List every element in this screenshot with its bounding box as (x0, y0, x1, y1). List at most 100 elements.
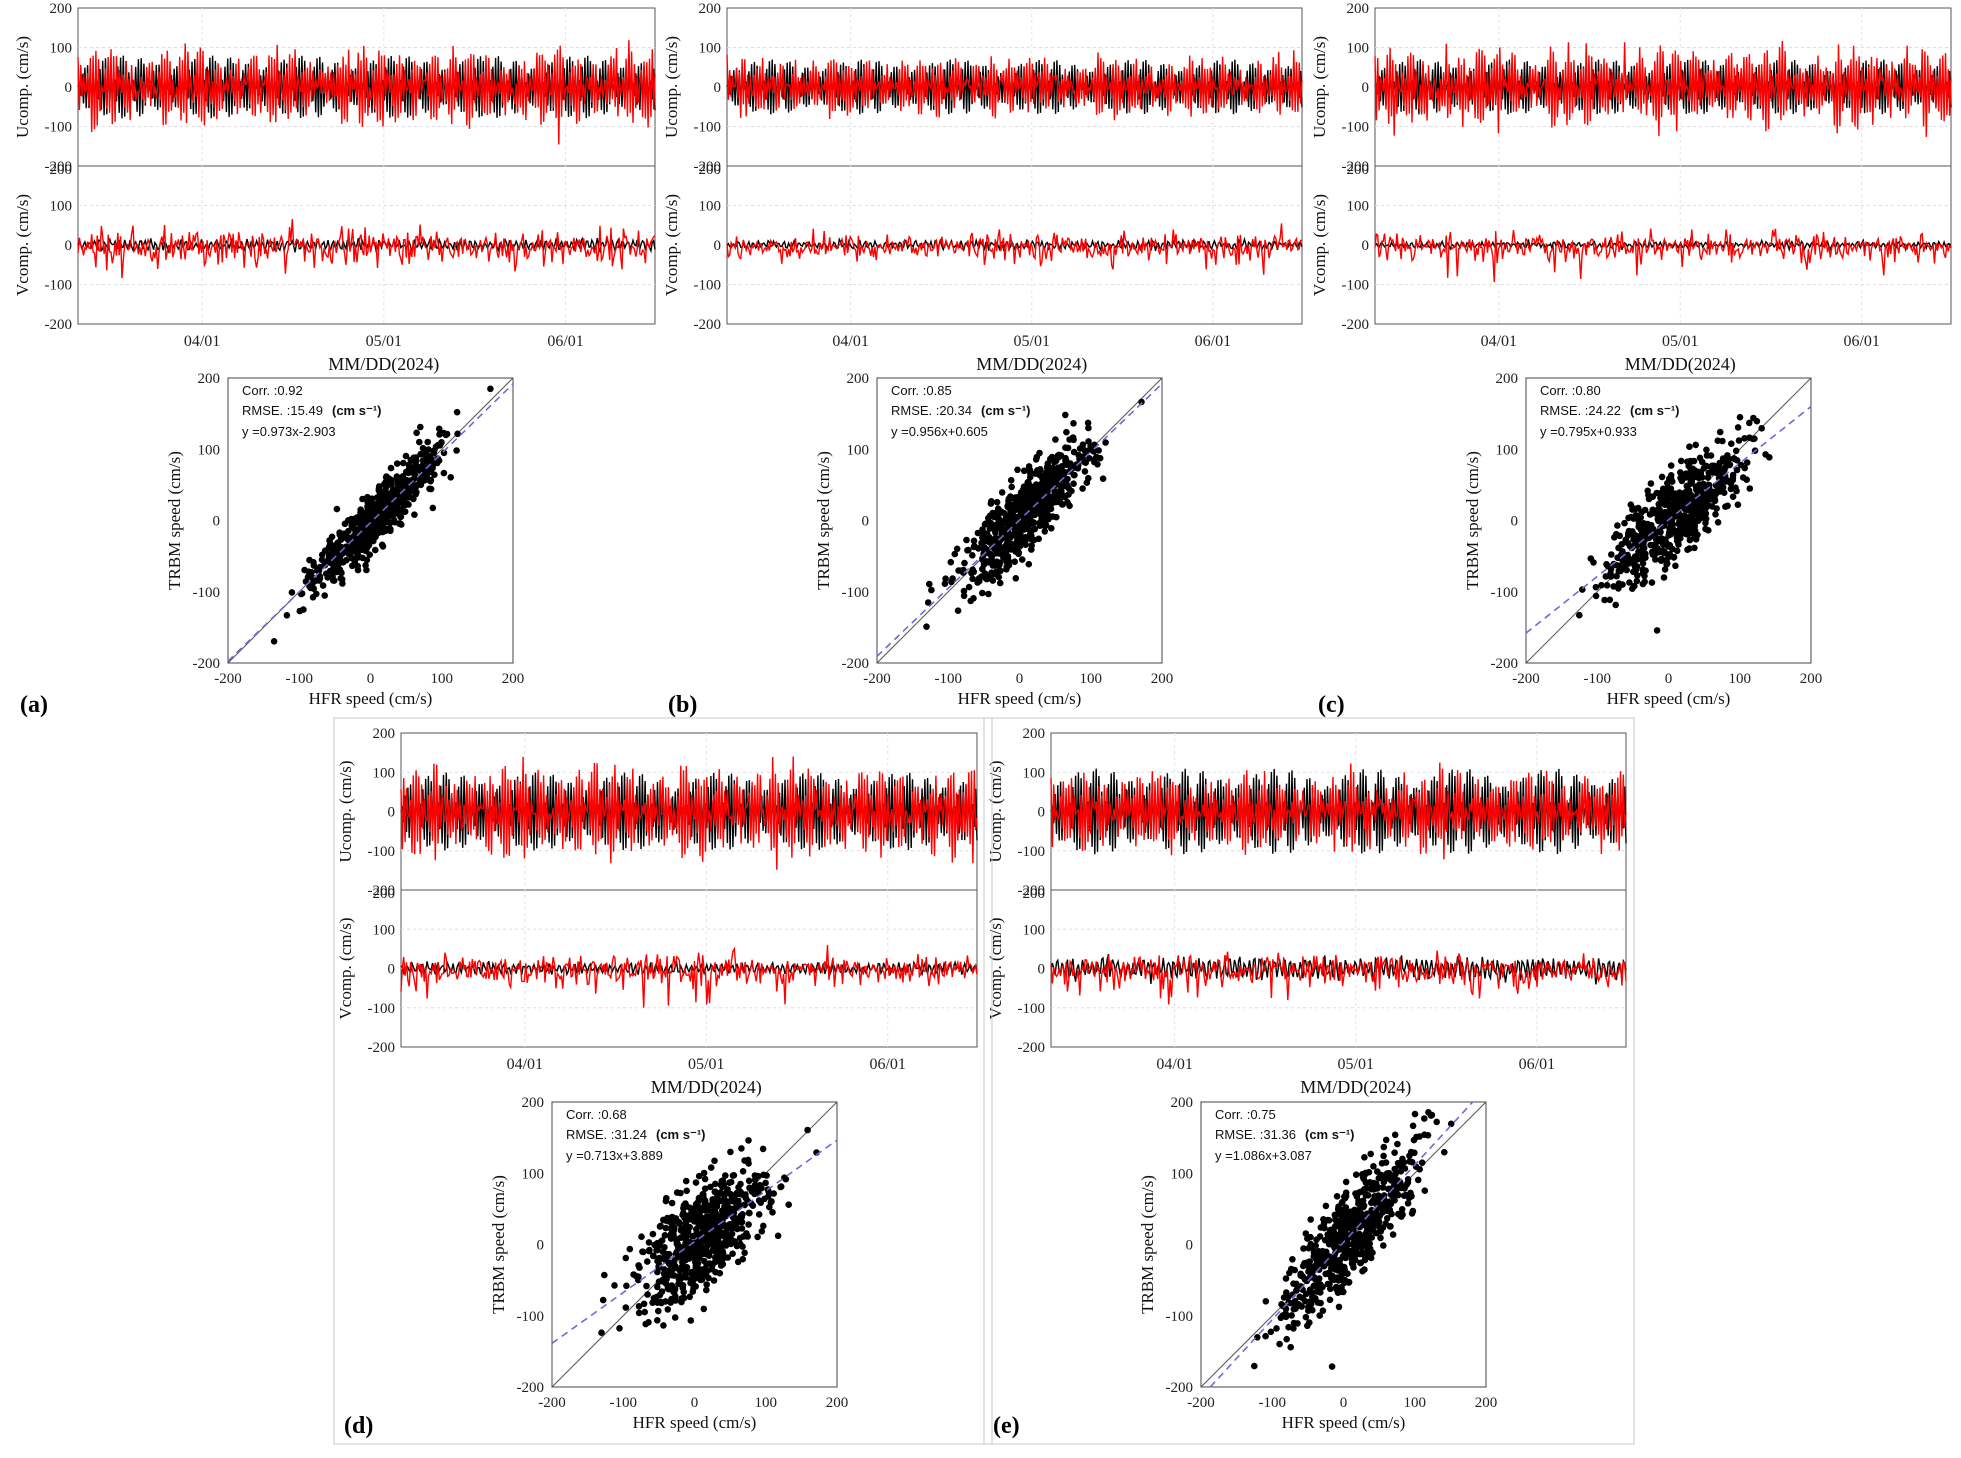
scatter-point (1389, 1231, 1397, 1238)
scatter-point (774, 1232, 782, 1240)
scatter-point (270, 638, 278, 645)
scatter-point (1015, 550, 1022, 558)
x-tick-label: 0 (1340, 1395, 1348, 1411)
y-tick-label: 0 (862, 514, 870, 530)
x-tick-label: -200 (214, 671, 242, 687)
scatter-panel-3: 200 100 0 -100 -200-200 -100 0 100 200 HFR speed … (489, 1095, 848, 1432)
scatter-point (1633, 563, 1641, 570)
date-tick-label: 04/01 (832, 333, 868, 350)
time-axis-label: MM/DD(2024) (328, 354, 439, 375)
scatter-point (611, 1282, 618, 1289)
x-tick-label: 200 (1475, 1395, 1498, 1411)
scatter-point (659, 1278, 666, 1285)
y-tick-label: 0 (1362, 80, 1370, 96)
y-tick-label: 200 (699, 1, 722, 17)
scatter-point (1023, 491, 1030, 498)
scatter-point (769, 1209, 776, 1216)
scatter-point (435, 425, 443, 433)
scatter-point (1633, 577, 1641, 585)
scatter-point (1367, 1150, 1374, 1158)
date-tick-label: 05/01 (1014, 333, 1050, 350)
x-axis-label: HFR speed (cm/s) (1282, 1413, 1406, 1432)
scatter-point (416, 438, 423, 446)
scatter-point (1649, 526, 1656, 534)
scatter-point (319, 582, 327, 589)
scatter-point (1724, 502, 1731, 510)
scatter-point (375, 485, 383, 492)
scatter-point (1322, 1202, 1330, 1210)
scatter-point (1282, 1275, 1290, 1282)
scatter-point (1666, 475, 1673, 483)
y-axis-label: TRBM speed (cm/s) (165, 451, 184, 590)
scatter-point (1005, 557, 1012, 565)
scatter-point (1347, 1208, 1355, 1215)
scatter-point (1082, 459, 1089, 467)
scatter-point (1631, 533, 1638, 540)
scatter-point (1008, 483, 1015, 491)
scatter-point (1401, 1185, 1408, 1192)
y-tick-label: 0 (1362, 238, 1370, 254)
rmse-annotation: RMSE. :31.36 (1215, 1127, 1296, 1142)
scatter-point (707, 1183, 714, 1191)
x-tick-label: -200 (863, 671, 891, 687)
scatter-point (310, 562, 318, 569)
y-tick-label: 100 (373, 922, 396, 938)
scatter-point (426, 457, 434, 464)
scatter-point (1385, 1169, 1393, 1177)
scatter-point (681, 1250, 689, 1258)
scatter-point (698, 1276, 706, 1283)
scatter-point (1319, 1283, 1326, 1291)
scatter-point (1061, 493, 1069, 501)
corr-annotation: Corr. :0.92 (242, 383, 303, 398)
scatter-point (1095, 447, 1102, 454)
y-tick-label: 100 (50, 41, 73, 57)
scatter-point (1705, 490, 1713, 497)
scatter-point (1672, 562, 1679, 570)
scatter-point (334, 561, 342, 568)
scatter-point (1380, 1242, 1387, 1249)
scatter-point (727, 1240, 735, 1248)
scatter-point (1343, 1242, 1351, 1249)
panel-label: (d) (344, 1413, 373, 1439)
scatter-point (1686, 530, 1693, 537)
x-tick-label: 0 (691, 1395, 699, 1411)
scatter-point (1032, 456, 1040, 463)
x-tick-label: 0 (1016, 671, 1024, 687)
scatter-point (1368, 1234, 1375, 1241)
date-tick-label: 06/01 (547, 333, 583, 350)
scatter-point (1651, 542, 1658, 550)
scatter-point (1661, 508, 1669, 516)
scatter-point (987, 519, 995, 527)
scatter-point (745, 1177, 753, 1185)
scatter-point (436, 442, 444, 449)
scatter-point (421, 477, 428, 484)
scatter-point (1051, 491, 1058, 499)
y-tick-label: -100 (694, 120, 722, 136)
y-tick-label: 0 (388, 962, 396, 978)
scatter-point (951, 550, 959, 558)
scatter-point (722, 1172, 729, 1179)
y-tick-label: -200 (368, 883, 396, 899)
scatter-point (696, 1240, 704, 1248)
scatter-point (1048, 499, 1056, 507)
trbm-v-series-line (1050, 950, 1627, 1005)
scatter-point (1678, 477, 1686, 485)
scatter-point (1681, 489, 1689, 496)
scatter-point (1288, 1312, 1295, 1319)
scatter-point (1036, 471, 1044, 479)
x-axis-label: HFR speed (cm/s) (1607, 689, 1731, 708)
scatter-point (1336, 1245, 1344, 1253)
u-axis-label: Ucomp. (cm/s) (336, 761, 355, 863)
y-tick-label: 100 (847, 442, 870, 458)
scatter-point (369, 501, 377, 508)
scatter-point (386, 520, 394, 527)
scatter-point (1360, 1203, 1367, 1211)
scatter-point (1367, 1228, 1374, 1235)
scatter-point (1632, 512, 1640, 519)
scatter-point (349, 541, 357, 549)
scatter-point (668, 1199, 676, 1207)
scatter-point (675, 1220, 683, 1227)
y-tick-label: 200 (373, 726, 396, 742)
scatter-point (387, 525, 394, 533)
